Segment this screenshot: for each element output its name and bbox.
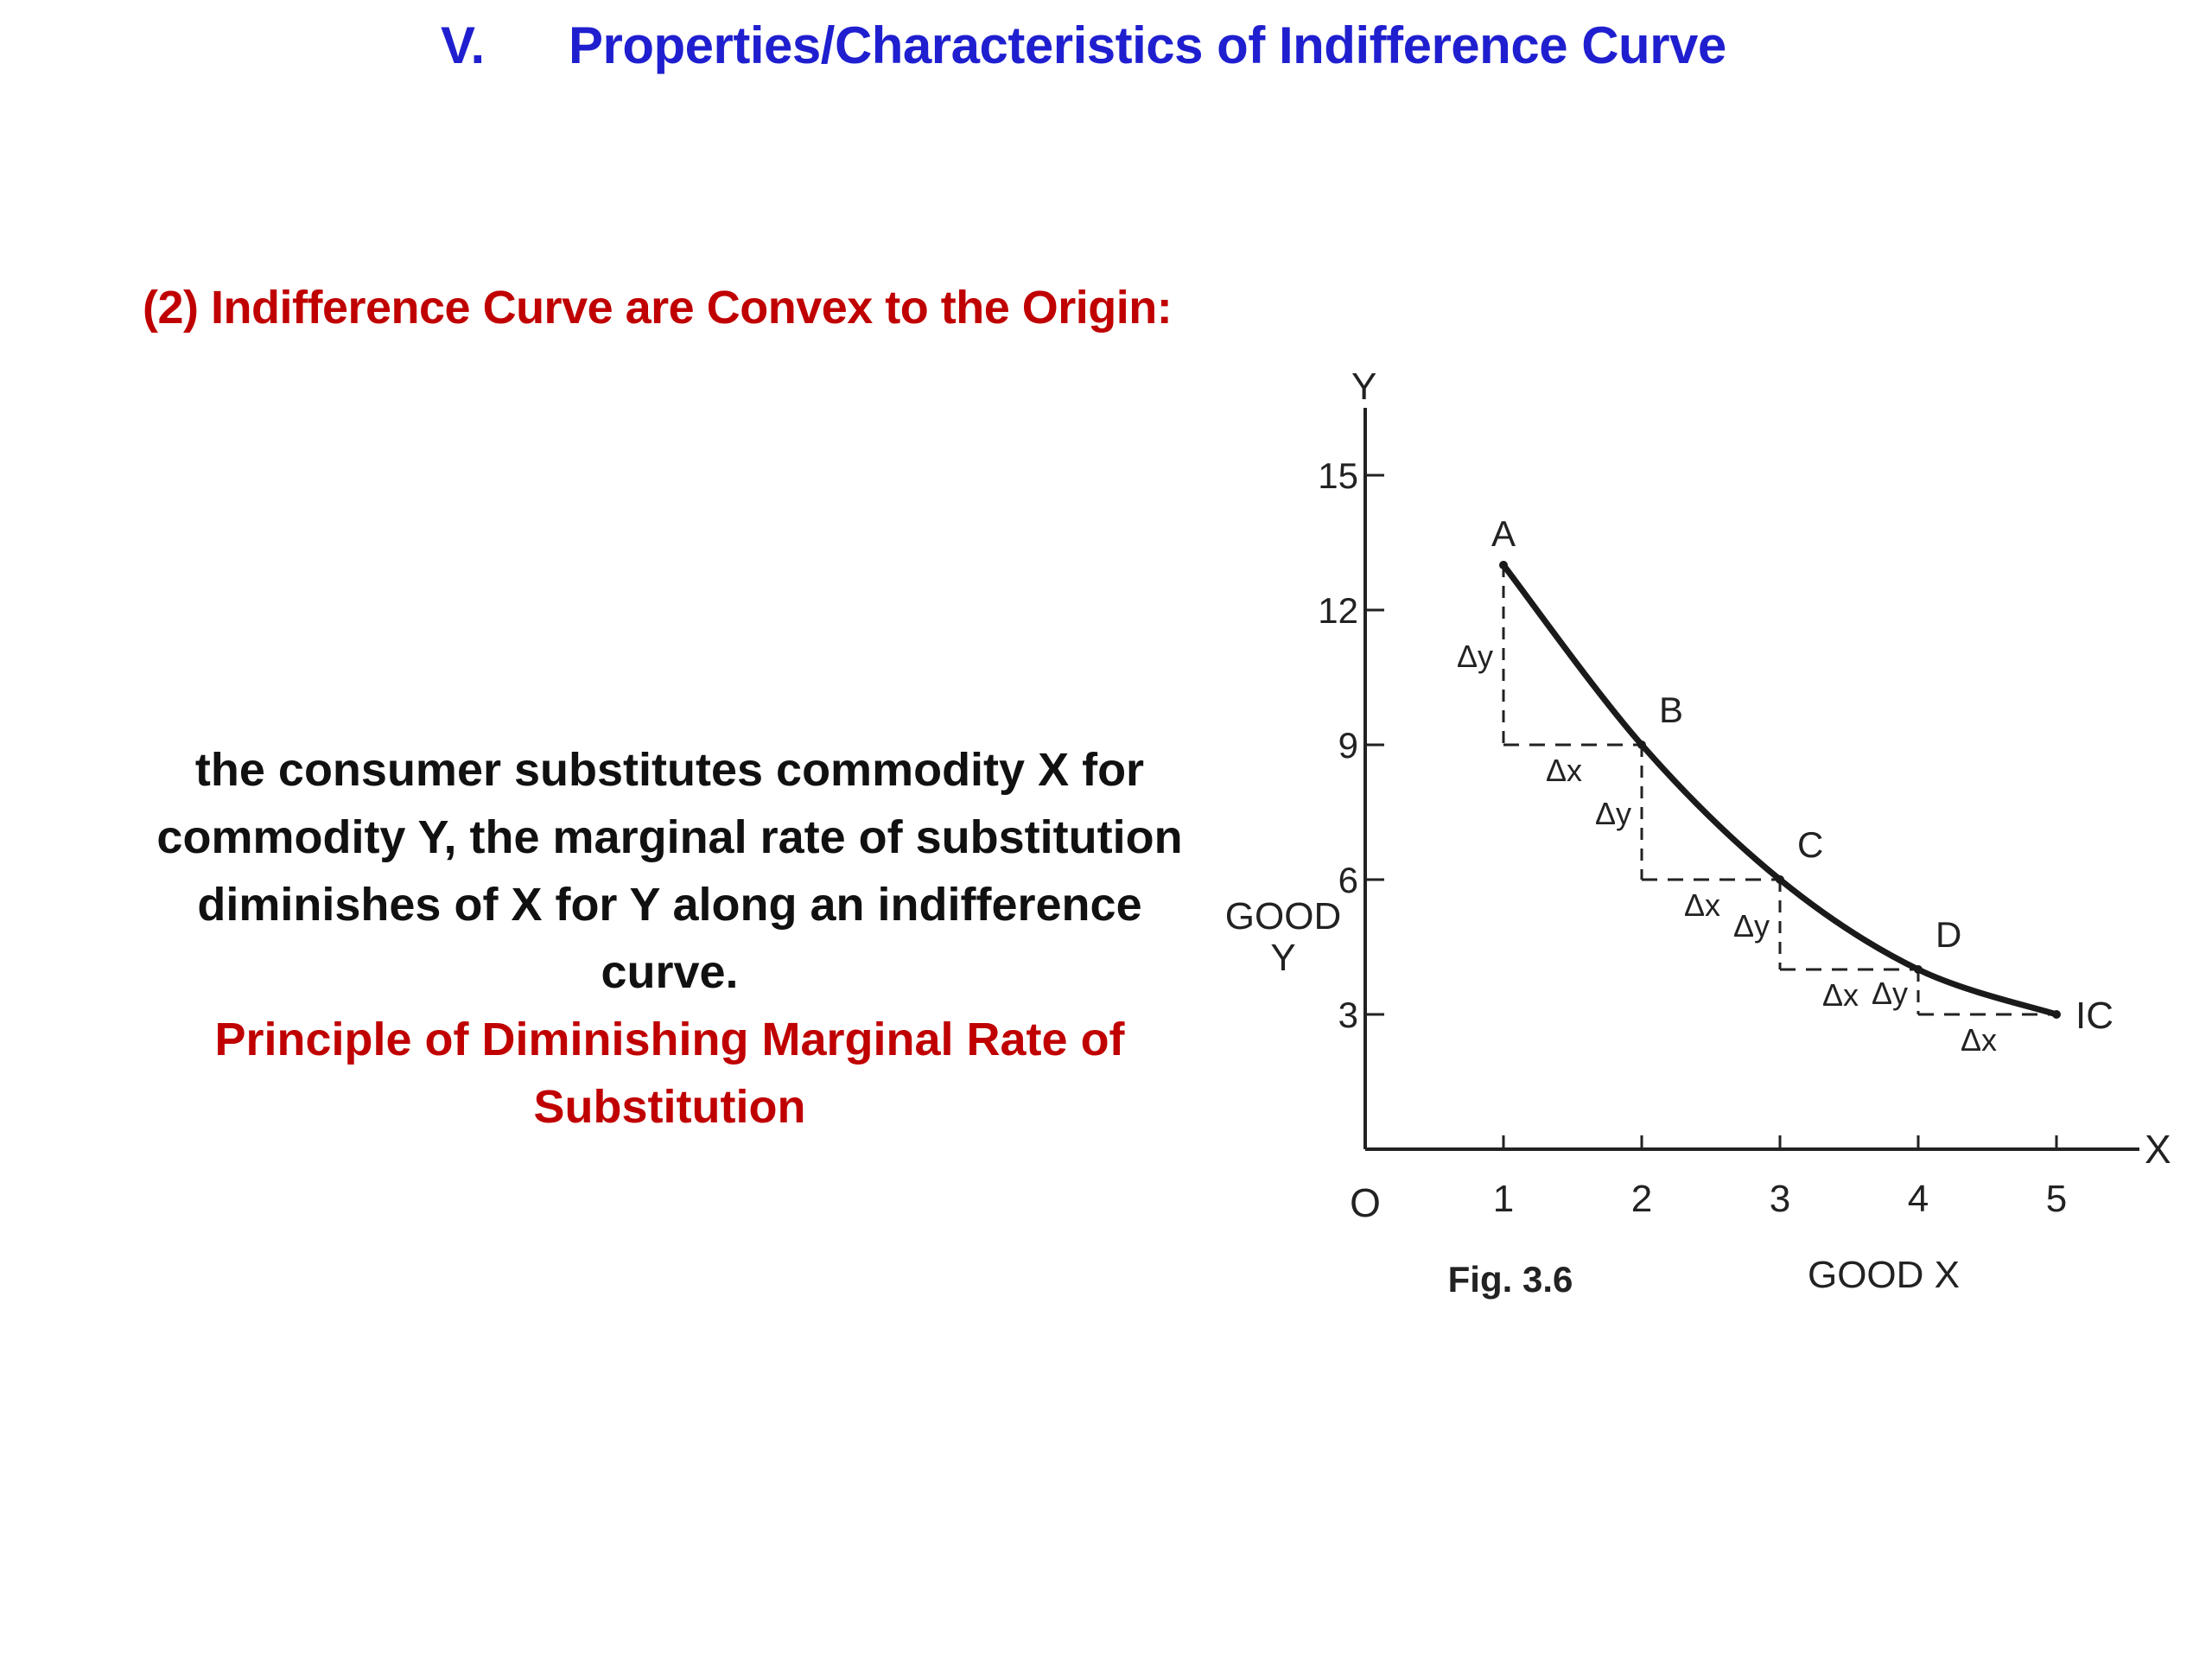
- y-tick-label: 9: [1338, 725, 1358, 766]
- y-tick-label: 6: [1338, 860, 1358, 900]
- body-line: the consumer substitutes commodity X for: [194, 744, 1145, 796]
- curve-point: [2052, 1010, 2061, 1019]
- point-label: D: [1936, 914, 1961, 955]
- x-tick-label: 5: [2046, 1178, 2067, 1220]
- delta-y-label: Δy: [1733, 908, 1770, 944]
- curve-label: IC: [2075, 995, 2113, 1037]
- curve-point: [1776, 875, 1784, 884]
- x-axis-title: GOOD X: [1808, 1254, 1960, 1296]
- slide-title: V. Properties/Characteristics of Indiffe…: [0, 7, 2212, 85]
- title-number: V.: [441, 16, 486, 74]
- curve-point: [1637, 741, 1646, 749]
- y-axis-title-line: Y: [1270, 937, 1295, 979]
- delta-y-label: Δy: [1457, 639, 1493, 674]
- delta-x-label: Δx: [1546, 753, 1582, 788]
- x-tick-label: 4: [1908, 1178, 1929, 1220]
- body-text: the consumer substitutes commodity X for…: [121, 736, 1218, 1006]
- principle-line: Principle of Diminishing Marginal Rate o…: [214, 1014, 1125, 1065]
- y-axis-title-line: GOOD: [1225, 895, 1341, 938]
- delta-x-label: Δx: [1961, 1022, 1997, 1058]
- x-tick-label: 3: [1770, 1178, 1790, 1220]
- y-tick-label: 3: [1338, 995, 1358, 1035]
- delta-x-label: Δx: [1822, 977, 1859, 1013]
- title-text: Properties/Characteristics of Indifferen…: [569, 16, 1726, 74]
- point-label: A: [1491, 513, 1516, 554]
- indifference-curve-line: [1500, 562, 2060, 1018]
- point-label: B: [1659, 690, 1683, 730]
- body-line: diminishes of X for Y along an indiffere…: [197, 879, 1142, 931]
- body-line: commodity Y, the marginal rate of substi…: [156, 811, 1183, 863]
- principle-text: Principle of Diminishing Marginal Rate o…: [121, 1006, 1218, 1141]
- delta-y-label: Δy: [1872, 976, 1908, 1011]
- point-label: C: [1797, 824, 1823, 865]
- body-line: curve.: [601, 946, 739, 998]
- delta-y-label: Δy: [1595, 796, 1631, 831]
- y-tick-label: 15: [1318, 455, 1358, 496]
- delta-x-label: Δx: [1684, 887, 1720, 923]
- x-axis-letter: X: [2145, 1127, 2171, 1172]
- x-tick-label: 2: [1631, 1178, 1652, 1220]
- subtitle: (2) Indifference Curve are Convex to the…: [143, 282, 1173, 334]
- x-tick-label: 1: [1493, 1178, 1514, 1220]
- origin-label: O: [1350, 1180, 1381, 1225]
- y-tick-label: 12: [1318, 590, 1358, 631]
- curve-point: [1499, 561, 1508, 569]
- y-axis-letter: Y: [1351, 365, 1376, 408]
- principle-line: Substitution: [533, 1081, 806, 1133]
- curve-point: [1914, 965, 1923, 974]
- indifference-curve-figure: X Y O 1 2 3 4 5 3 6 9 12 15 GOOD Y GOOD X Fig. 3.6 Δy Δx Δy…: [1192, 363, 2195, 1322]
- figure-caption: Fig. 3.6: [1448, 1259, 1573, 1300]
